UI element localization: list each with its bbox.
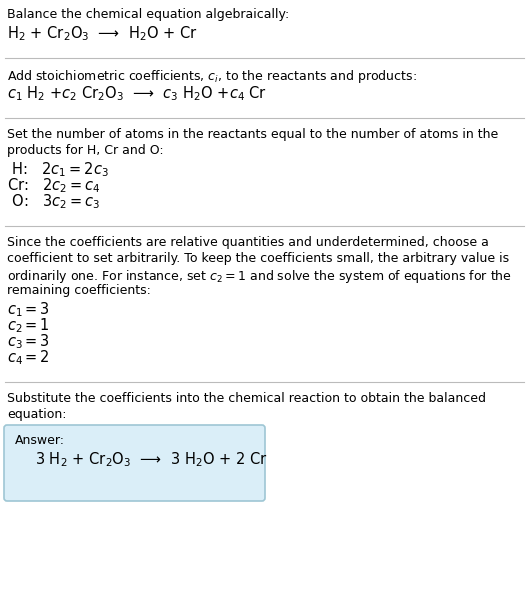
Text: coefficient to set arbitrarily. To keep the coefficients small, the arbitrary va: coefficient to set arbitrarily. To keep … — [7, 252, 509, 265]
Text: Set the number of atoms in the reactants equal to the number of atoms in the: Set the number of atoms in the reactants… — [7, 128, 498, 141]
Text: Answer:: Answer: — [15, 434, 65, 447]
Text: $c_1 = 3$: $c_1 = 3$ — [7, 300, 50, 319]
Text: products for H, Cr and O:: products for H, Cr and O: — [7, 144, 163, 157]
Text: Since the coefficients are relative quantities and underdetermined, choose a: Since the coefficients are relative quan… — [7, 236, 489, 249]
Text: remaining coefficients:: remaining coefficients: — [7, 284, 151, 297]
FancyBboxPatch shape — [4, 425, 265, 501]
Text: ordinarily one. For instance, set $c_2 = 1$ and solve the system of equations fo: ordinarily one. For instance, set $c_2 =… — [7, 268, 512, 285]
Text: H:   $2 c_1 = 2 c_3$: H: $2 c_1 = 2 c_3$ — [7, 160, 109, 178]
Text: $\mathregular{H_2}$ + $\mathregular{Cr_2O_3}$  ⟶  $\mathregular{H_2O}$ + Cr: $\mathregular{H_2}$ + $\mathregular{Cr_2… — [7, 24, 198, 42]
Text: Substitute the coefficients into the chemical reaction to obtain the balanced: Substitute the coefficients into the che… — [7, 392, 486, 405]
Text: Balance the chemical equation algebraically:: Balance the chemical equation algebraica… — [7, 8, 289, 21]
Text: equation:: equation: — [7, 408, 67, 421]
Text: O:   $3 c_2 = c_3$: O: $3 c_2 = c_3$ — [7, 192, 100, 211]
Text: $c_4 = 2$: $c_4 = 2$ — [7, 348, 50, 367]
Text: Add stoichiometric coefficients, $c_i$, to the reactants and products:: Add stoichiometric coefficients, $c_i$, … — [7, 68, 417, 85]
Text: Cr:   $2 c_2 = c_4$: Cr: $2 c_2 = c_4$ — [7, 176, 101, 195]
Text: $3$ $\mathregular{H_2}$ + $\mathregular{Cr_2O_3}$  ⟶  $3$ $\mathregular{H_2O}$ +: $3$ $\mathregular{H_2}$ + $\mathregular{… — [35, 450, 268, 469]
Text: $c_1$ $\mathregular{H_2}$ $+c_2$ $\mathregular{Cr_2O_3}$  ⟶  $c_3$ $\mathregular: $c_1$ $\mathregular{H_2}$ $+c_2$ $\mathr… — [7, 84, 267, 103]
Text: $c_2 = 1$: $c_2 = 1$ — [7, 316, 50, 334]
Text: $c_3 = 3$: $c_3 = 3$ — [7, 332, 50, 351]
